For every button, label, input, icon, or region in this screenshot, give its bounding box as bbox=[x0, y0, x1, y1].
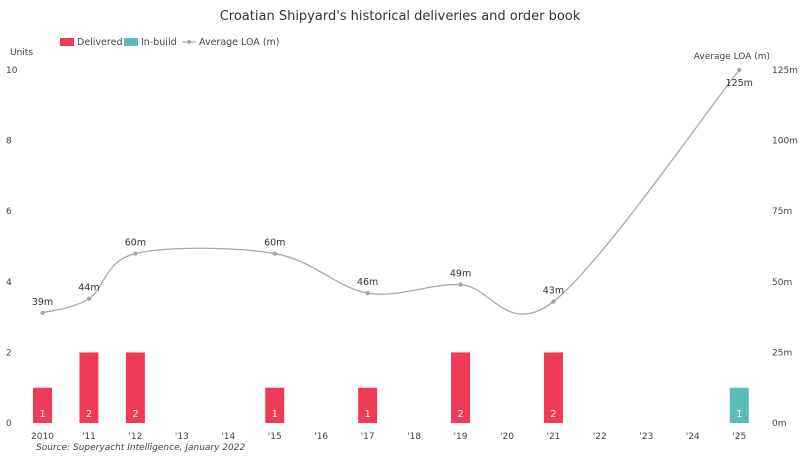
y-left-tick-label: 6 bbox=[6, 207, 12, 217]
x-tick-label: '22 bbox=[593, 432, 607, 442]
bar-value-label: 2 bbox=[550, 409, 556, 420]
loa-point bbox=[86, 296, 92, 301]
y-left-tick-label: 4 bbox=[6, 278, 12, 288]
bar-delivered bbox=[451, 352, 471, 423]
legend-label-loa: Average LOA (m) bbox=[199, 37, 279, 48]
loa-point bbox=[551, 299, 556, 304]
y-right-tick-label: 125m bbox=[772, 66, 798, 76]
y-left-tick-label: 8 bbox=[6, 137, 12, 147]
loa-point-label: 49m bbox=[450, 269, 471, 280]
x-tick-label: '24 bbox=[686, 432, 700, 442]
bar-value-label: 2 bbox=[132, 409, 138, 420]
y-left-tick-label: 2 bbox=[6, 348, 12, 358]
bar-value-label: 2 bbox=[457, 409, 463, 420]
loa-point-label: 39m bbox=[32, 297, 53, 308]
x-ticks: 2010 '11 '12 '13 '14 '15 '16 '17 '18 '19 '20 '21 '22… bbox=[31, 432, 746, 442]
y-right-axis-title: Average LOA (m) bbox=[694, 52, 770, 62]
loa-point-label: 44m bbox=[78, 283, 99, 294]
source-note: Source: Superyacht Intelligence, January… bbox=[36, 443, 245, 453]
bars: 1 2 2 1 1 2 2 1 bbox=[33, 352, 749, 423]
x-tick-label: '12 bbox=[128, 432, 142, 442]
legend-marker-loa bbox=[187, 40, 191, 44]
x-tick-label: '14 bbox=[221, 432, 235, 442]
bar-delivered bbox=[358, 387, 378, 423]
bar-delivered bbox=[79, 352, 99, 423]
loa-line-series: 39m 44m 60m 60m 46m 49m 43m 125m bbox=[32, 67, 753, 316]
y-left-ticks: 0 2 4 6 8 10 bbox=[6, 66, 18, 429]
bar-delivered bbox=[33, 387, 52, 423]
loa-point bbox=[40, 310, 45, 316]
y-right-ticks: 0m 25m 50m 75m 100m 125m bbox=[772, 66, 798, 429]
loa-point bbox=[737, 67, 742, 73]
loa-line bbox=[42, 69, 740, 315]
loa-point-label: 46m bbox=[357, 277, 378, 288]
loa-point bbox=[458, 282, 463, 287]
loa-point-label: 43m bbox=[543, 286, 564, 297]
x-tick-label: '15 bbox=[268, 432, 282, 442]
bar-delivered bbox=[543, 352, 563, 423]
x-tick-label: '18 bbox=[407, 432, 421, 442]
y-right-tick-label: 100m bbox=[772, 137, 798, 147]
x-tick-label: '19 bbox=[454, 432, 468, 442]
x-tick-label: '17 bbox=[361, 432, 375, 442]
loa-point bbox=[365, 290, 370, 296]
bar-value-label: 1 bbox=[364, 409, 370, 420]
loa-point bbox=[133, 251, 138, 256]
y-left-tick-label: 0 bbox=[6, 419, 12, 429]
y-right-tick-label: 25m bbox=[772, 348, 792, 358]
x-tick-label: '23 bbox=[639, 432, 653, 442]
bar-value-label: 1 bbox=[272, 409, 278, 420]
legend-swatch-in-build bbox=[124, 38, 138, 46]
loa-point-label: 60m bbox=[125, 238, 146, 249]
y-right-tick-label: 0m bbox=[772, 419, 787, 429]
loa-point bbox=[272, 251, 277, 256]
legend: Delivered In-build Average LOA (m) bbox=[60, 37, 279, 48]
loa-point-label: 60m bbox=[264, 238, 285, 249]
x-tick-label: '20 bbox=[500, 432, 514, 442]
x-tick-label: '25 bbox=[732, 432, 746, 442]
chart-title: Croatian Shipyard's historical deliverie… bbox=[220, 9, 581, 24]
y-left-tick-label: 10 bbox=[6, 66, 18, 76]
bar-in-build bbox=[729, 387, 749, 423]
legend-label-in-build: In-build bbox=[141, 37, 177, 48]
y-left-axis-title: Units bbox=[10, 48, 33, 58]
legend-swatch-delivered bbox=[60, 38, 74, 46]
x-tick-label: '13 bbox=[175, 432, 189, 442]
legend-label-delivered: Delivered bbox=[77, 37, 122, 48]
loa-point-label: 125m bbox=[726, 78, 753, 89]
x-tick-label: '16 bbox=[314, 432, 328, 442]
bar-delivered bbox=[125, 352, 145, 423]
bar-value-label: 1 bbox=[736, 409, 742, 420]
bar-value-label: 1 bbox=[39, 409, 45, 420]
x-tick-label: 2010 bbox=[31, 432, 54, 442]
bar-delivered bbox=[265, 387, 285, 423]
x-tick-label: '21 bbox=[546, 432, 560, 442]
y-right-tick-label: 50m bbox=[772, 278, 792, 288]
y-right-tick-label: 75m bbox=[772, 207, 792, 217]
bar-value-label: 2 bbox=[86, 409, 92, 420]
x-tick-label: '11 bbox=[82, 432, 96, 442]
